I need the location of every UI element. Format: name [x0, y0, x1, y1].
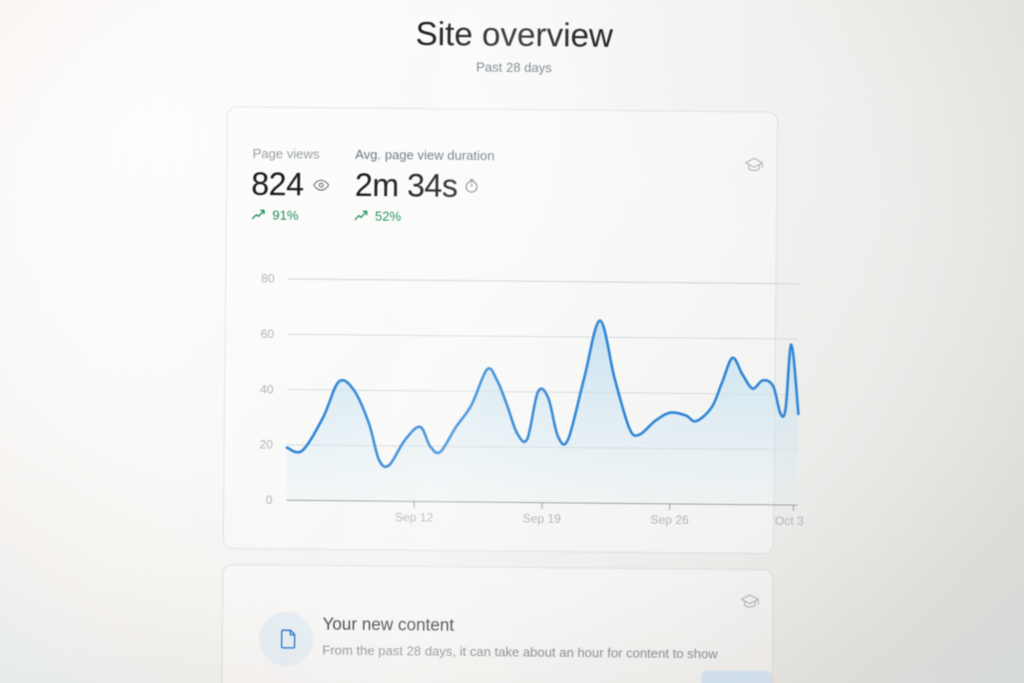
svg-text:Sep 12: Sep 12 — [395, 510, 434, 524]
svg-text:60: 60 — [260, 327, 274, 341]
svg-text:40: 40 — [260, 382, 274, 396]
svg-text:20: 20 — [259, 438, 273, 452]
svg-text:Oct 3: Oct 3 — [775, 514, 804, 528]
svg-text:80: 80 — [261, 272, 275, 286]
svg-text:Sep 19: Sep 19 — [523, 512, 562, 526]
svg-text:Sep 26: Sep 26 — [650, 513, 689, 527]
svg-text:0: 0 — [266, 493, 273, 507]
